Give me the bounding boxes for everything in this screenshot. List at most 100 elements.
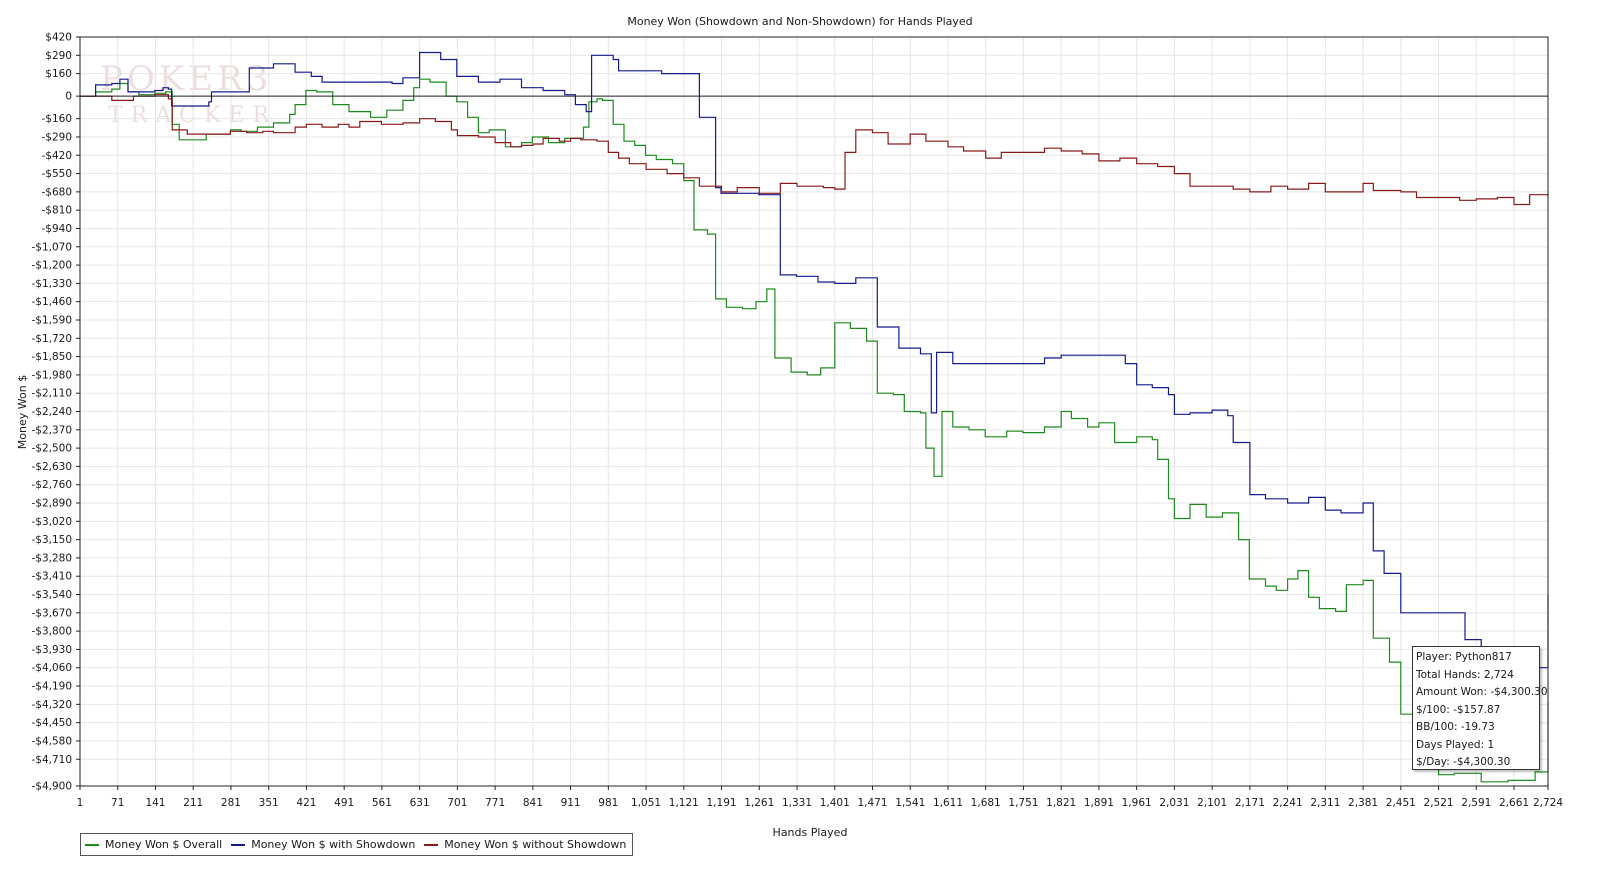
x-tick-label-16: 1,121 <box>669 797 699 809</box>
series-lines <box>80 51 1549 783</box>
x-tick-label-29: 2,031 <box>1159 797 1189 809</box>
y-tick-label-28: -$3,280 <box>31 552 72 564</box>
x-tick-label-11: 771 <box>485 797 505 809</box>
tooltip-days-played: Days Played: 1 <box>1416 738 1495 751</box>
x-tick-label-24: 1,681 <box>971 797 1001 809</box>
y-tick-label-3: 0 <box>65 91 72 103</box>
x-tick-label-32: 2,241 <box>1273 797 1303 809</box>
tooltip-player: Player: Python817 <box>1416 651 1512 663</box>
x-tick-label-3: 211 <box>183 797 203 809</box>
chart-title: Money Won (Showdown and Non-Showdown) fo… <box>627 15 972 28</box>
watermark-line-2: TRACKER <box>108 103 277 128</box>
x-tick-label-4: 281 <box>221 797 241 809</box>
x-tick-label-37: 2,591 <box>1461 797 1491 809</box>
x-tick-label-31: 2,171 <box>1235 797 1265 809</box>
legend-item-with-showdown[interactable]: Money Won $ with Showdown <box>231 838 415 851</box>
y-tick-label-0: $420 <box>45 32 72 44</box>
x-tick-label-22: 1,541 <box>895 797 925 809</box>
tooltip-per-day: $/Day: -$4,300.30 <box>1416 756 1511 768</box>
y-tick-label-40: -$4,900 <box>31 781 72 793</box>
y-tick-label-7: -$550 <box>41 168 72 180</box>
y-tick-label-15: -$1,590 <box>31 314 72 326</box>
y-tick-label-27: -$3,150 <box>31 534 72 546</box>
legend-swatch-with-showdown <box>231 843 246 846</box>
x-tick-label-15: 1,051 <box>631 797 661 809</box>
chart-legend: Money Won $ Overall Money Won $ with Sho… <box>80 833 634 856</box>
y-tick-label-10: -$940 <box>41 223 72 235</box>
y-tick-label-12: -$1,200 <box>31 260 72 272</box>
x-tick-label-13: 911 <box>561 797 581 809</box>
y-tick-label-33: -$3,930 <box>31 644 72 656</box>
y-tick-label-13: -$1,330 <box>31 278 72 290</box>
legend-label-with-showdown: Money Won $ with Showdown <box>251 838 416 851</box>
x-tick-label-39: 2,724 <box>1533 797 1563 809</box>
y-tick-label-31: -$3,670 <box>31 607 72 619</box>
x-tick-label-21: 1,471 <box>857 797 887 809</box>
x-tick-label-35: 2,451 <box>1386 797 1416 809</box>
y-tick-label-22: -$2,500 <box>31 443 72 455</box>
legend-label-without-showdown: Money Won $ without Showdown <box>444 838 627 851</box>
x-tick-label-6: 421 <box>296 797 316 809</box>
y-tick-label-39: -$4,710 <box>31 754 72 766</box>
y-tick-label-21: -$2,370 <box>31 424 72 436</box>
y-tick-label-32: -$3,800 <box>31 626 72 638</box>
x-tick-label-30: 2,101 <box>1197 797 1227 809</box>
y-tick-label-6: -$420 <box>41 150 72 162</box>
y-tick-label-23: -$2,630 <box>31 461 72 473</box>
x-tick-label-28: 1,961 <box>1122 797 1152 809</box>
y-axis-title: Money Won $ <box>16 375 29 449</box>
legend-item-overall[interactable]: Money Won $ Overall <box>85 838 222 851</box>
x-tick-label-9: 631 <box>410 797 430 809</box>
x-tick-label-34: 2,381 <box>1348 797 1378 809</box>
x-tick-label-18: 1,261 <box>744 797 774 809</box>
x-tick-label-19: 1,331 <box>782 797 812 809</box>
y-axis-ticks: $420 $290 $160 0 -$160 -$290 -$420 -$550 -$680 -$… <box>31 32 80 793</box>
y-tick-label-5: -$290 <box>41 131 72 143</box>
legend-label-overall: Money Won $ Overall <box>105 838 223 851</box>
y-tick-label-19: -$2,110 <box>31 388 72 400</box>
y-tick-label-16: -$1,720 <box>31 333 72 345</box>
tooltip-bb-per-100: BB/100: -19.73 <box>1416 721 1495 733</box>
y-tick-label-11: -$1,070 <box>31 241 72 253</box>
series-line-overall <box>80 78 1549 783</box>
x-tick-label-2: 141 <box>145 797 165 809</box>
x-tick-label-38: 2,661 <box>1499 797 1529 809</box>
x-tick-label-12: 841 <box>523 797 543 809</box>
x-tick-label-1: 71 <box>111 797 124 809</box>
x-tick-label-7: 491 <box>334 797 354 809</box>
x-tick-label-17: 1,191 <box>707 797 737 809</box>
x-tick-label-25: 1,751 <box>1008 797 1038 809</box>
x-tick-label-36: 2,521 <box>1424 797 1454 809</box>
y-tick-label-17: -$1,850 <box>31 351 72 363</box>
y-tick-label-37: -$4,450 <box>31 717 72 729</box>
grid-lines <box>79 36 1549 787</box>
tooltip-amount-won: Amount Won: -$4,300.30 <box>1416 686 1548 698</box>
x-tick-label-14: 981 <box>598 797 618 809</box>
y-tick-label-38: -$4,580 <box>31 735 72 747</box>
x-tick-label-27: 1,891 <box>1084 797 1114 809</box>
y-tick-label-18: -$1,980 <box>31 369 72 381</box>
x-tick-label-26: 1,821 <box>1046 797 1076 809</box>
y-tick-label-30: -$3,540 <box>31 589 72 601</box>
x-tick-label-23: 1,611 <box>933 797 963 809</box>
pokertracker-watermark: POKER3 TRACKER <box>100 59 277 128</box>
y-tick-label-8: -$680 <box>41 186 72 198</box>
y-tick-label-36: -$4,320 <box>31 699 72 711</box>
x-tick-label-10: 701 <box>447 797 467 809</box>
x-tick-label-5: 351 <box>259 797 279 809</box>
legend-item-without-showdown[interactable]: Money Won $ without Showdown <box>424 838 626 851</box>
y-tick-label-25: -$2,890 <box>31 498 72 510</box>
y-tick-label-34: -$4,060 <box>31 662 72 674</box>
y-tick-label-2: $160 <box>45 68 72 80</box>
y-tick-label-1: $290 <box>45 50 72 62</box>
y-tick-label-35: -$4,190 <box>31 681 72 693</box>
series-line-with-showdown <box>80 51 1549 669</box>
legend-swatch-without-showdown <box>424 843 439 846</box>
tooltip-per-100: $/100: -$157.87 <box>1416 703 1501 716</box>
y-tick-label-4: -$160 <box>41 113 72 125</box>
legend-swatch-overall <box>85 843 99 846</box>
player-stats-tooltip: Player: Python817 Total Hands: 2,724 Amo… <box>1412 646 1548 770</box>
x-tick-label-8: 561 <box>372 797 392 809</box>
y-tick-label-24: -$2,760 <box>31 479 72 491</box>
